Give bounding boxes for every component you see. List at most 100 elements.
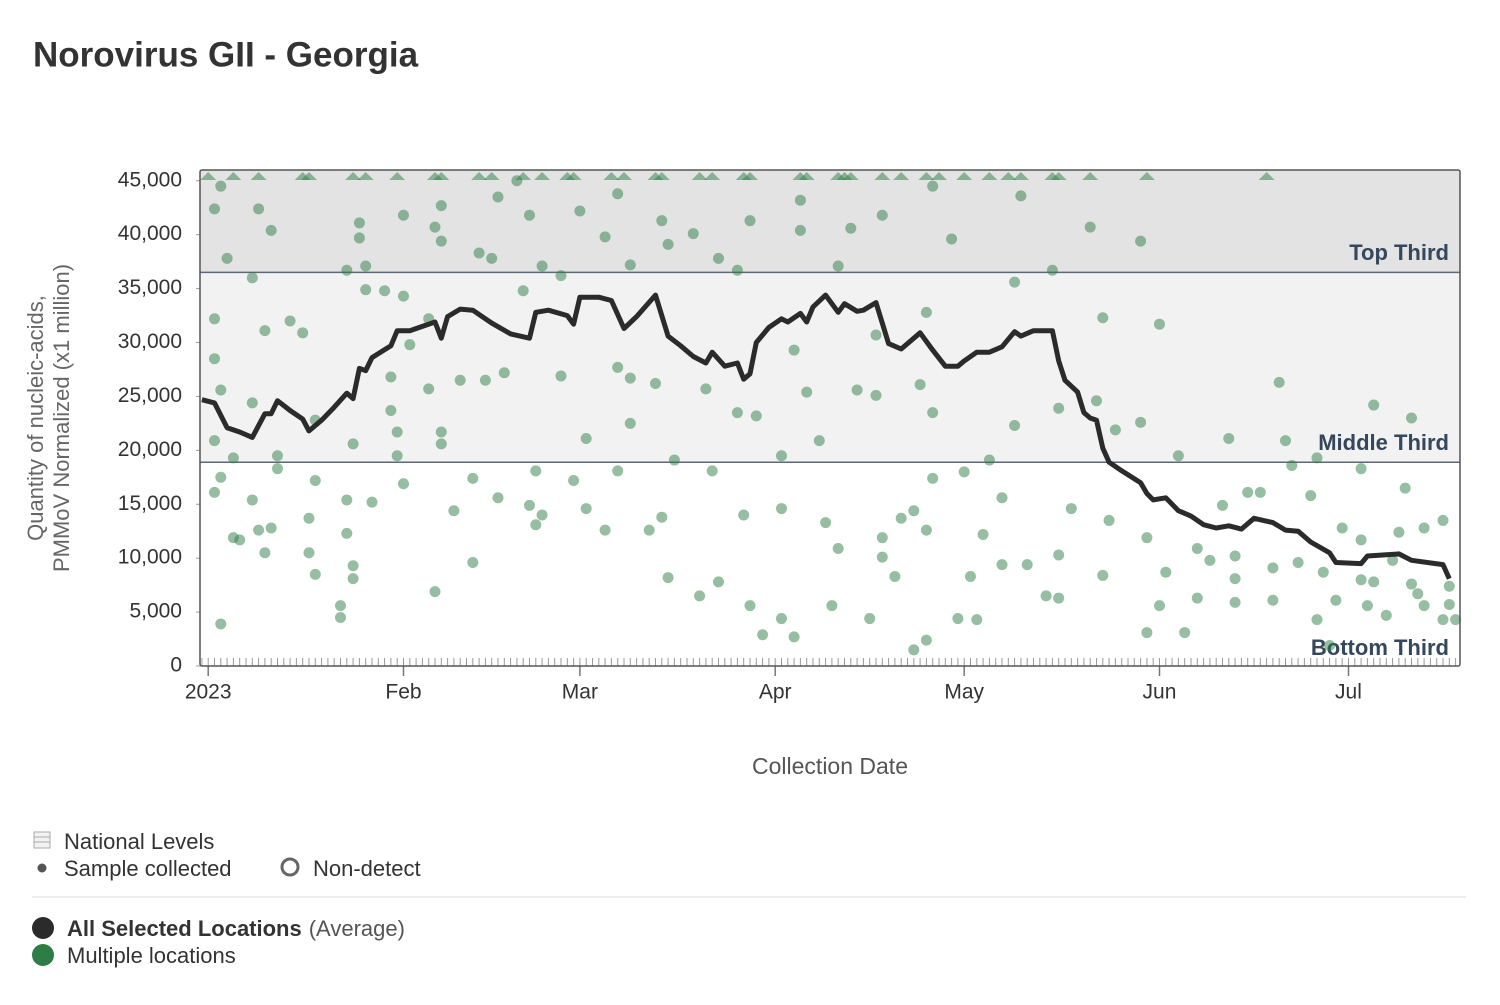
sample-point [712, 252, 724, 264]
legend-swatch [32, 944, 54, 966]
sample-point [750, 410, 762, 422]
sample-point [744, 215, 756, 227]
sample-point [404, 339, 416, 351]
sample-point [694, 590, 706, 602]
legend-series-name: All Selected Locations [67, 916, 302, 941]
sample-point [1046, 264, 1058, 276]
sample-point [473, 247, 485, 259]
sample-point [599, 231, 611, 243]
sample-point [1223, 432, 1235, 444]
x-tick-label: May [944, 681, 984, 704]
sample-point [757, 629, 769, 641]
sample-point [662, 238, 674, 250]
sample-point [347, 560, 359, 572]
sample-point [964, 571, 976, 583]
sample-point [435, 426, 447, 438]
sample-point [1053, 549, 1065, 561]
above-range-marker [918, 172, 935, 180]
sample-point [1141, 532, 1153, 544]
sample-point [246, 397, 258, 409]
sample-point [555, 270, 567, 282]
sample-point [920, 634, 932, 646]
sample-point [334, 611, 346, 623]
sample-point [1135, 235, 1147, 247]
sample-point [1216, 499, 1228, 511]
above-range-marker [345, 172, 362, 180]
sample-point [1286, 459, 1298, 471]
sample-point [1361, 600, 1373, 612]
sample-point [832, 542, 844, 554]
sample-point [895, 512, 907, 524]
sample-point [379, 285, 391, 297]
sample-point [397, 209, 409, 221]
sample-point [208, 203, 220, 215]
above-range-marker [1000, 172, 1017, 180]
sample-point [360, 260, 372, 272]
sample-point [983, 454, 995, 466]
sample-point [946, 233, 958, 245]
sample-point [1330, 594, 1342, 606]
sample-point [523, 209, 535, 221]
sample-point [1090, 395, 1102, 407]
sample-point [1204, 554, 1216, 566]
sample-point [347, 438, 359, 450]
sample-point [1191, 542, 1203, 554]
sample-point [864, 613, 876, 625]
sample-point [706, 465, 718, 477]
sample-point [1368, 399, 1380, 411]
sample-point [920, 306, 932, 318]
sample-point [971, 614, 983, 626]
above-range-marker [200, 172, 217, 180]
legend-label: Sample collected [64, 856, 232, 881]
sample-point [454, 374, 466, 386]
sample-point [1141, 627, 1153, 639]
sample-point [568, 475, 580, 487]
sample-point [612, 465, 624, 477]
sample-point [668, 454, 680, 466]
sample-point [1267, 594, 1279, 606]
sample-point [265, 522, 277, 534]
plot-frame [199, 169, 1461, 667]
sample-point [385, 404, 397, 416]
x-tick-label: 2023 [185, 681, 232, 704]
sample-point [1393, 526, 1405, 538]
legend-sample-icon [37, 863, 47, 873]
sample-point [536, 509, 548, 521]
y-tick-label: 40,000 [118, 222, 182, 245]
x-tick-label: Feb [385, 681, 421, 704]
sample-point [876, 551, 888, 563]
sample-point [927, 180, 939, 192]
sample-point [1311, 452, 1323, 464]
above-range-marker [691, 172, 708, 180]
sample-point [234, 534, 246, 546]
sample-point [826, 600, 838, 612]
sample-point [435, 438, 447, 450]
above-range-marker [565, 172, 582, 180]
sample-point [303, 547, 315, 559]
sample-point [391, 426, 403, 438]
sample-point [1097, 312, 1109, 324]
above-range-marker [1082, 172, 1099, 180]
sample-point [467, 556, 479, 568]
y-tick-label: 0 [170, 654, 182, 677]
sample-point [1399, 482, 1411, 494]
sample-point [712, 576, 724, 588]
sample-point [297, 327, 309, 339]
sample-point [1103, 514, 1115, 526]
sample-point [574, 205, 586, 217]
sample-point [687, 228, 699, 240]
above-range-marker [603, 172, 620, 180]
sample-point [624, 417, 636, 429]
above-range-marker [653, 172, 670, 180]
sample-point [788, 631, 800, 643]
sample-point [700, 383, 712, 395]
minor-ticks [201, 658, 1457, 666]
sample-point [656, 215, 668, 227]
sample-point [271, 450, 283, 462]
sample-point [215, 384, 227, 396]
sample-point [221, 252, 233, 264]
above-range-marker [893, 172, 910, 180]
above-range-marker [615, 172, 632, 180]
sample-point [1279, 435, 1291, 447]
sample-point [429, 586, 441, 598]
